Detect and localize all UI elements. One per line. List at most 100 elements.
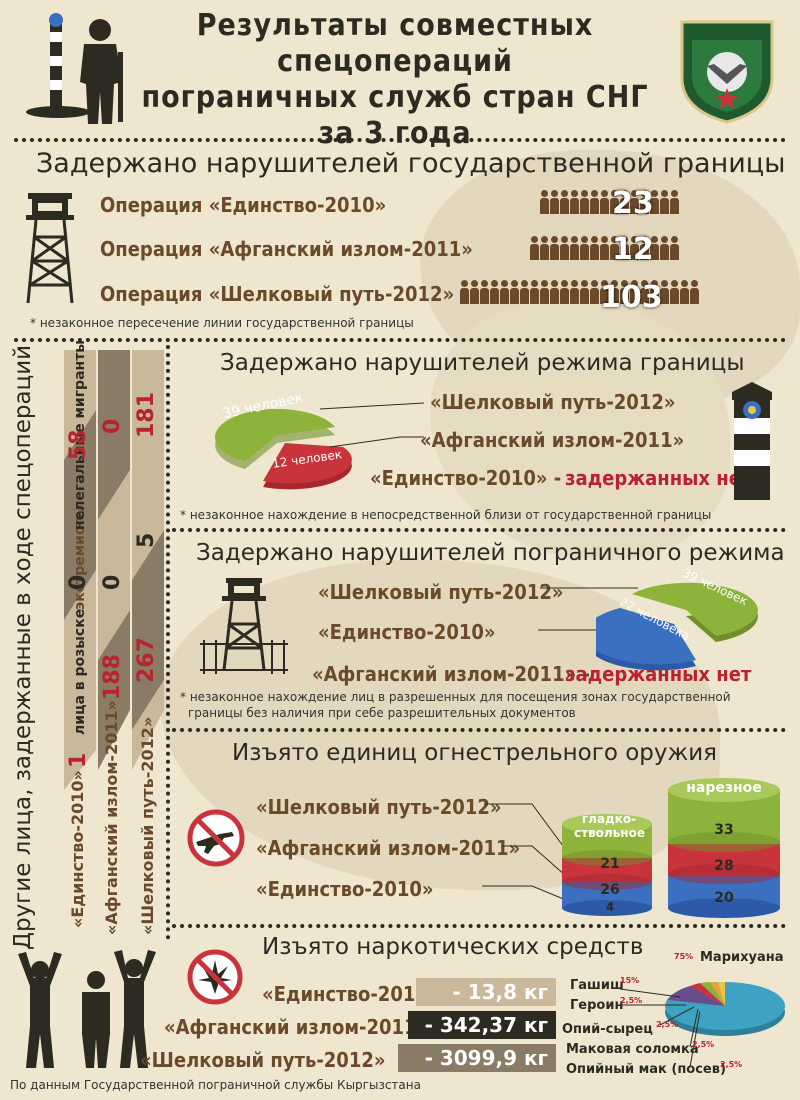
no-drugs-icon xyxy=(187,949,243,1005)
value-extremists-afghan: 0 xyxy=(100,574,125,590)
person-icon xyxy=(610,280,619,304)
person-icon xyxy=(560,190,569,214)
section-heading-drugs: Изъято наркотических средств xyxy=(262,934,644,960)
person-icon xyxy=(630,280,639,304)
border-service-emblem-icon xyxy=(680,20,774,124)
drug-value-silk: - 3099,9 кг xyxy=(424,1046,548,1070)
person-icon xyxy=(670,280,679,304)
side-panel-stripes xyxy=(64,350,164,790)
title-line: за 3 года xyxy=(318,116,472,151)
divider xyxy=(14,138,786,142)
person-icon xyxy=(510,280,519,304)
person-icon xyxy=(520,280,529,304)
value-wanted-silk: 267 xyxy=(134,637,159,683)
smooth-label-line: ствольное xyxy=(574,826,645,840)
person-icon xyxy=(660,236,669,260)
person-icon xyxy=(650,280,659,304)
side-panel-title: Другие лица, задержанные в ходе спецопер… xyxy=(10,344,36,950)
leader-lines xyxy=(482,803,567,901)
title-line: пограничных служб стран СНГ xyxy=(141,80,649,115)
count-unity: 23 xyxy=(612,186,654,221)
rifled-value-silk: 33 xyxy=(714,822,734,838)
person-icon xyxy=(620,190,629,214)
person-icon xyxy=(610,236,619,260)
person-icon xyxy=(550,190,559,214)
watchtower-icon xyxy=(26,193,74,304)
person-icon xyxy=(620,280,629,304)
person-icon xyxy=(570,190,579,214)
person-icon xyxy=(640,236,649,260)
person-icon xyxy=(640,190,649,214)
person-icon xyxy=(590,280,599,304)
person-icon xyxy=(470,280,479,304)
drug-label-poppy-straw: Маковая соломка xyxy=(566,1042,699,1057)
regime-none-label: задержанных нет xyxy=(565,466,752,490)
person-icon xyxy=(680,280,689,304)
drugs-op-afghan: «Афганский излом-2011» xyxy=(164,1015,429,1039)
footnote: * незаконное нахождение в непосредственн… xyxy=(180,508,712,522)
person-icon xyxy=(570,236,579,260)
person-icon xyxy=(580,236,589,260)
person-icon xyxy=(540,190,549,214)
drugs-op-silk: «Шелковый путь-2012» xyxy=(140,1048,386,1072)
drug-value-bar xyxy=(416,978,556,1006)
person-icon xyxy=(610,190,619,214)
value-migrants-silk: 181 xyxy=(134,392,159,438)
leader-lines xyxy=(320,402,425,448)
side-op-silk: «Шелковый путь-2012» xyxy=(138,716,157,935)
drug-label-raw-opium: Опий-сырец xyxy=(562,1022,653,1037)
person-icon xyxy=(480,280,489,304)
count-afghan: 12 xyxy=(612,232,654,267)
person-icon xyxy=(690,280,699,304)
section-heading-border-violators: Задержано нарушителей государственной гр… xyxy=(36,148,786,179)
person-icon xyxy=(560,236,569,260)
weapons-cylinder-chart xyxy=(562,778,780,918)
person-icon xyxy=(630,190,639,214)
drugs-op-unity: «Единство-2010» xyxy=(262,982,440,1006)
divider xyxy=(172,528,786,532)
divider xyxy=(14,338,786,342)
value-wanted-unity: 1 xyxy=(66,752,91,768)
regime-pie-chart xyxy=(215,409,352,490)
person-icon xyxy=(460,280,469,304)
person-icon xyxy=(550,280,559,304)
person-icon xyxy=(530,280,539,304)
weapons-smooth-label: гладко- ствольное xyxy=(574,812,645,840)
rifled-value-unity: 20 xyxy=(714,890,734,906)
side-op-unity: «Единство-2010» xyxy=(68,770,87,928)
people-icon-row xyxy=(530,236,690,264)
drug-pct-heroin: 2,5% xyxy=(620,996,643,1005)
smooth-value-silk: 21 xyxy=(600,856,620,872)
person-icon xyxy=(530,236,539,260)
person-icon xyxy=(600,280,609,304)
smooth-label-line: гладко- xyxy=(581,812,637,826)
regime-op-unity: «Единство-2010» - xyxy=(370,466,562,490)
drug-pct-hashish: 15% xyxy=(620,976,640,985)
map-bg xyxy=(430,300,730,560)
watchtower-icon xyxy=(200,578,288,674)
drug-pct-opium-poppy: 2,5% xyxy=(720,1060,743,1069)
value-extremists-unity: 0 xyxy=(66,574,91,590)
drug-value-bar xyxy=(408,1011,556,1039)
person-icon xyxy=(540,236,549,260)
person-icon xyxy=(490,280,499,304)
value-wanted-afghan: 188 xyxy=(100,654,125,700)
value-extremists-silk: 5 xyxy=(134,532,159,548)
border-guard-icon xyxy=(26,13,123,124)
footnote: * незаконное нахождение лиц в разрешенны… xyxy=(180,690,731,704)
drug-pct-marijuana: 75% xyxy=(674,952,694,961)
person-icon xyxy=(630,236,639,260)
mode-op-silk: «Шелковый путь-2012» xyxy=(318,580,564,604)
weapons-op-afghan: «Афганский излом-2011» xyxy=(256,836,521,860)
weapons-op-unity: «Единство-2010» xyxy=(256,877,434,901)
section-heading-regime: Задержано нарушителей режима границы xyxy=(220,350,745,376)
person-icon xyxy=(670,236,679,260)
drug-pct-poppy-straw: 2,5% xyxy=(692,1040,715,1049)
no-weapons-icon xyxy=(187,809,245,867)
drug-value-bar xyxy=(398,1044,556,1072)
value-migrants-unity: 58 xyxy=(66,429,91,460)
op-afghan-label: Операция «Афганский излом-2011» xyxy=(100,237,473,261)
source-footer: По данным Государственной пограничной сл… xyxy=(10,1078,421,1092)
person-icon xyxy=(580,280,589,304)
detainees-silhouettes-icon xyxy=(18,950,156,1068)
